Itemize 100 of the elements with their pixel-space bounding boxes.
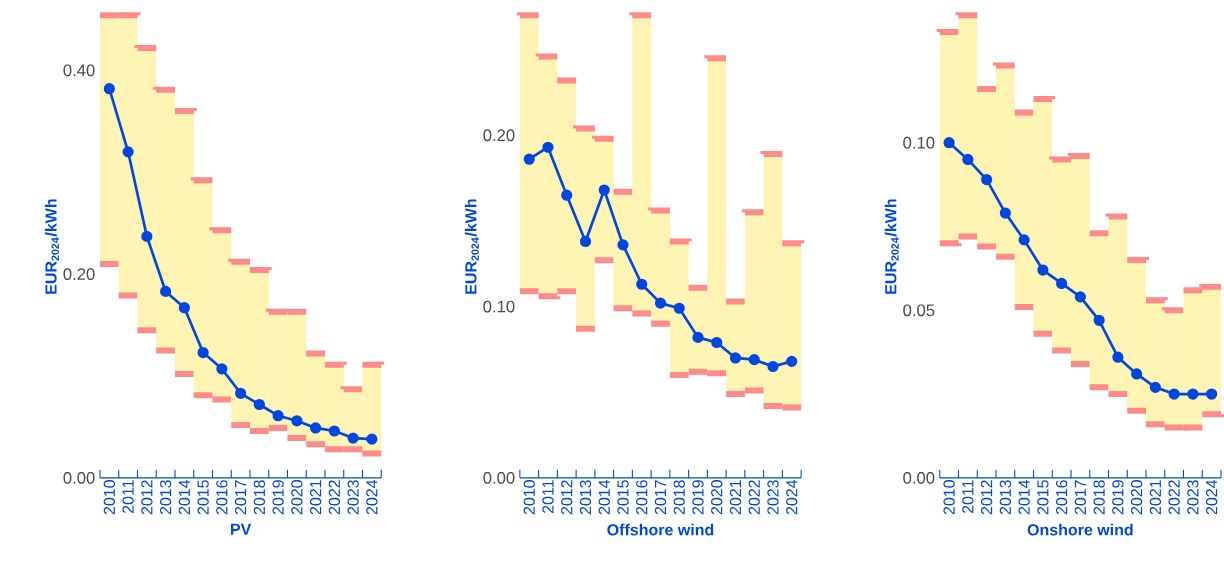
y-tick-label: 0.20 bbox=[63, 268, 95, 281]
x-tick-label: 2017 bbox=[1074, 480, 1087, 515]
y-tick-label: 0.40 bbox=[63, 64, 95, 77]
x-tick-label: 2021 bbox=[309, 480, 322, 515]
x-tick-label: 2016 bbox=[636, 480, 648, 515]
point bbox=[999, 207, 1011, 219]
point bbox=[729, 352, 742, 364]
x-tick-label: 2018 bbox=[673, 480, 685, 515]
x-tick-label: 2023 bbox=[347, 480, 359, 515]
point bbox=[1149, 381, 1161, 394]
point bbox=[598, 184, 610, 196]
point bbox=[943, 137, 955, 149]
x-tick-label: 2013 bbox=[579, 480, 592, 515]
x-tick-label: 2016 bbox=[1055, 480, 1068, 515]
point bbox=[160, 285, 172, 298]
x-tick-label: 2023 bbox=[1187, 480, 1199, 515]
point bbox=[1131, 368, 1143, 380]
x-tick-label: 2022 bbox=[328, 480, 341, 515]
point bbox=[673, 302, 685, 314]
x-tick-label: 2012 bbox=[141, 480, 153, 515]
point bbox=[579, 235, 592, 248]
x-tick-label: 2013 bbox=[159, 480, 172, 515]
x-tick-label: 2024 bbox=[366, 480, 378, 515]
x-tick-label: 2019 bbox=[1112, 480, 1124, 515]
x-tick-label: 2011 bbox=[962, 480, 974, 514]
x-axis-title: Offshore wind bbox=[607, 523, 714, 536]
point bbox=[178, 302, 190, 314]
point bbox=[103, 83, 115, 95]
x-tick-label: 2012 bbox=[561, 480, 573, 515]
point bbox=[122, 146, 134, 158]
point bbox=[654, 297, 667, 309]
point bbox=[1093, 314, 1105, 326]
point bbox=[310, 422, 322, 434]
point bbox=[197, 347, 209, 359]
x-tick-label: 2019 bbox=[272, 480, 284, 515]
y-tick-label: 0.20 bbox=[483, 129, 515, 142]
point bbox=[141, 230, 153, 243]
point bbox=[1206, 388, 1218, 400]
point bbox=[981, 174, 993, 186]
x-tick-label: 2010 bbox=[943, 480, 955, 515]
x-tick-label: 2018 bbox=[253, 480, 266, 515]
x-tick-label: 2015 bbox=[617, 480, 629, 515]
point bbox=[523, 153, 535, 165]
x-tick-label: 2024 bbox=[786, 480, 798, 515]
x-tick-label: 2022 bbox=[1168, 480, 1180, 515]
x-tick-label: 2015 bbox=[1037, 480, 1049, 515]
point bbox=[748, 354, 760, 366]
point bbox=[328, 425, 340, 437]
y-tick-label: 0.05 bbox=[903, 304, 935, 317]
point bbox=[291, 415, 303, 427]
point bbox=[235, 387, 247, 399]
point bbox=[253, 398, 265, 411]
point bbox=[216, 363, 228, 375]
point bbox=[1037, 264, 1049, 276]
x-axis-title: Onshore wind bbox=[1027, 523, 1133, 536]
x-tick-label: 2021 bbox=[729, 480, 742, 515]
x-tick-label: 2010 bbox=[523, 480, 535, 515]
x-tick-label: 2011 bbox=[542, 480, 554, 514]
x-tick-label: 2015 bbox=[197, 480, 209, 515]
point bbox=[767, 360, 779, 373]
x-tick-label: 2018 bbox=[1093, 480, 1105, 515]
point bbox=[962, 153, 974, 166]
x-tick-label: 2020 bbox=[711, 480, 723, 515]
point bbox=[617, 239, 629, 251]
x-tick-label: 2017 bbox=[234, 480, 247, 515]
x-tick-label: 2016 bbox=[216, 480, 228, 515]
point bbox=[561, 189, 573, 201]
x-axis-title: PV bbox=[231, 523, 252, 535]
y-axis-title: EUR$_{2024}$/kWh bbox=[44, 199, 60, 294]
y-tick-label: 0.10 bbox=[483, 300, 515, 313]
x-tick-label: 2023 bbox=[767, 480, 779, 515]
point bbox=[272, 410, 284, 422]
point bbox=[347, 432, 359, 444]
point bbox=[1056, 277, 1068, 290]
point bbox=[1187, 388, 1199, 400]
x-tick-label: 2017 bbox=[654, 480, 667, 515]
point bbox=[542, 141, 554, 153]
y-tick-label: 0.00 bbox=[63, 472, 95, 484]
point bbox=[711, 336, 723, 349]
point bbox=[1018, 234, 1030, 246]
x-tick-label: 2020 bbox=[1130, 480, 1143, 515]
x-tick-label: 2014 bbox=[1018, 480, 1030, 515]
point bbox=[692, 331, 704, 344]
x-tick-label: 2014 bbox=[178, 480, 191, 515]
point bbox=[366, 433, 378, 445]
x-tick-label: 2014 bbox=[598, 480, 610, 515]
x-tick-label: 2021 bbox=[1149, 480, 1162, 515]
x-tick-label: 2012 bbox=[980, 480, 993, 515]
point bbox=[786, 355, 798, 368]
point bbox=[636, 278, 648, 290]
point bbox=[1168, 388, 1180, 400]
x-tick-label: 2024 bbox=[1205, 480, 1218, 515]
y-axis-title: EUR$_{2024}$/kWh bbox=[464, 199, 479, 294]
x-tick-label: 2013 bbox=[999, 480, 1012, 515]
x-tick-label: 2020 bbox=[291, 480, 303, 515]
x-tick-label: 2022 bbox=[748, 480, 760, 515]
point bbox=[1112, 351, 1124, 363]
x-tick-label: 2019 bbox=[692, 480, 704, 515]
y-tick-label: 0.00 bbox=[483, 472, 515, 484]
y-tick-label: 0.10 bbox=[903, 136, 935, 149]
